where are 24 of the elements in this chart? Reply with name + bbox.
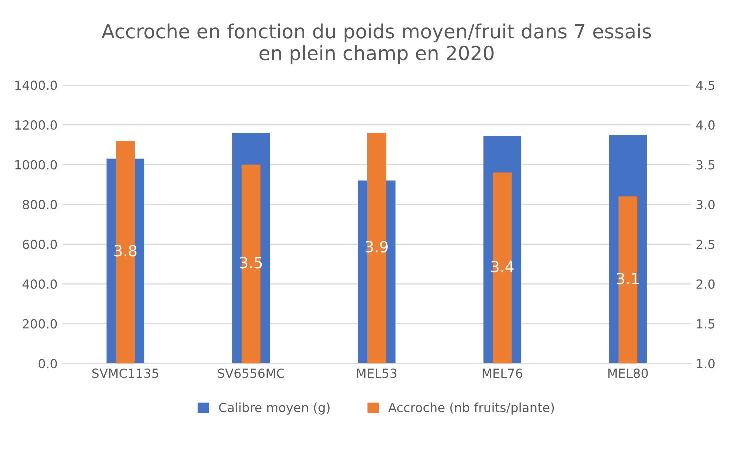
y-tick-label: 600.0	[23, 240, 58, 250]
y2-tick-label: 4.5	[696, 80, 715, 90]
y-tick-label: 200.0	[23, 319, 58, 329]
y-tick-label: 1000.0	[16, 160, 58, 170]
legend-label: Calibre moyen (g)	[219, 402, 330, 415]
y-tick-label: 0.0	[38, 359, 58, 369]
y2-tick-label: 3.5	[696, 160, 715, 170]
y2-tick-label: 2.0	[696, 280, 715, 290]
x-tick-label: SV6556MC	[218, 368, 284, 378]
y-tick-label: 1200.0	[16, 120, 58, 130]
y2-tick-label: 3.0	[696, 200, 715, 210]
chart-title: Accroche en fonction du poids moyen/fruit dans 7 essais en plein champ en 2020	[102, 24, 652, 64]
y-tick-label: 400.0	[22, 280, 58, 290]
y2-tick-label: 4.0	[696, 120, 715, 130]
y2-tick-label: 2.5	[696, 240, 715, 250]
x-tick-label: MEL76	[482, 368, 523, 378]
y-tick-label: 800.0	[23, 200, 58, 210]
y2-tick-label: 1.0	[697, 359, 715, 369]
y-tick-label: 1400.0	[16, 80, 58, 90]
x-tick-label: MEL53	[357, 368, 397, 378]
legend-label: Accroche (nb fruits/plante)	[388, 402, 554, 415]
x-tick-label: MEL80	[608, 368, 648, 378]
y2-tick-label: 1.5	[697, 320, 715, 329]
x-tick-label: SVMC1135	[92, 368, 158, 378]
